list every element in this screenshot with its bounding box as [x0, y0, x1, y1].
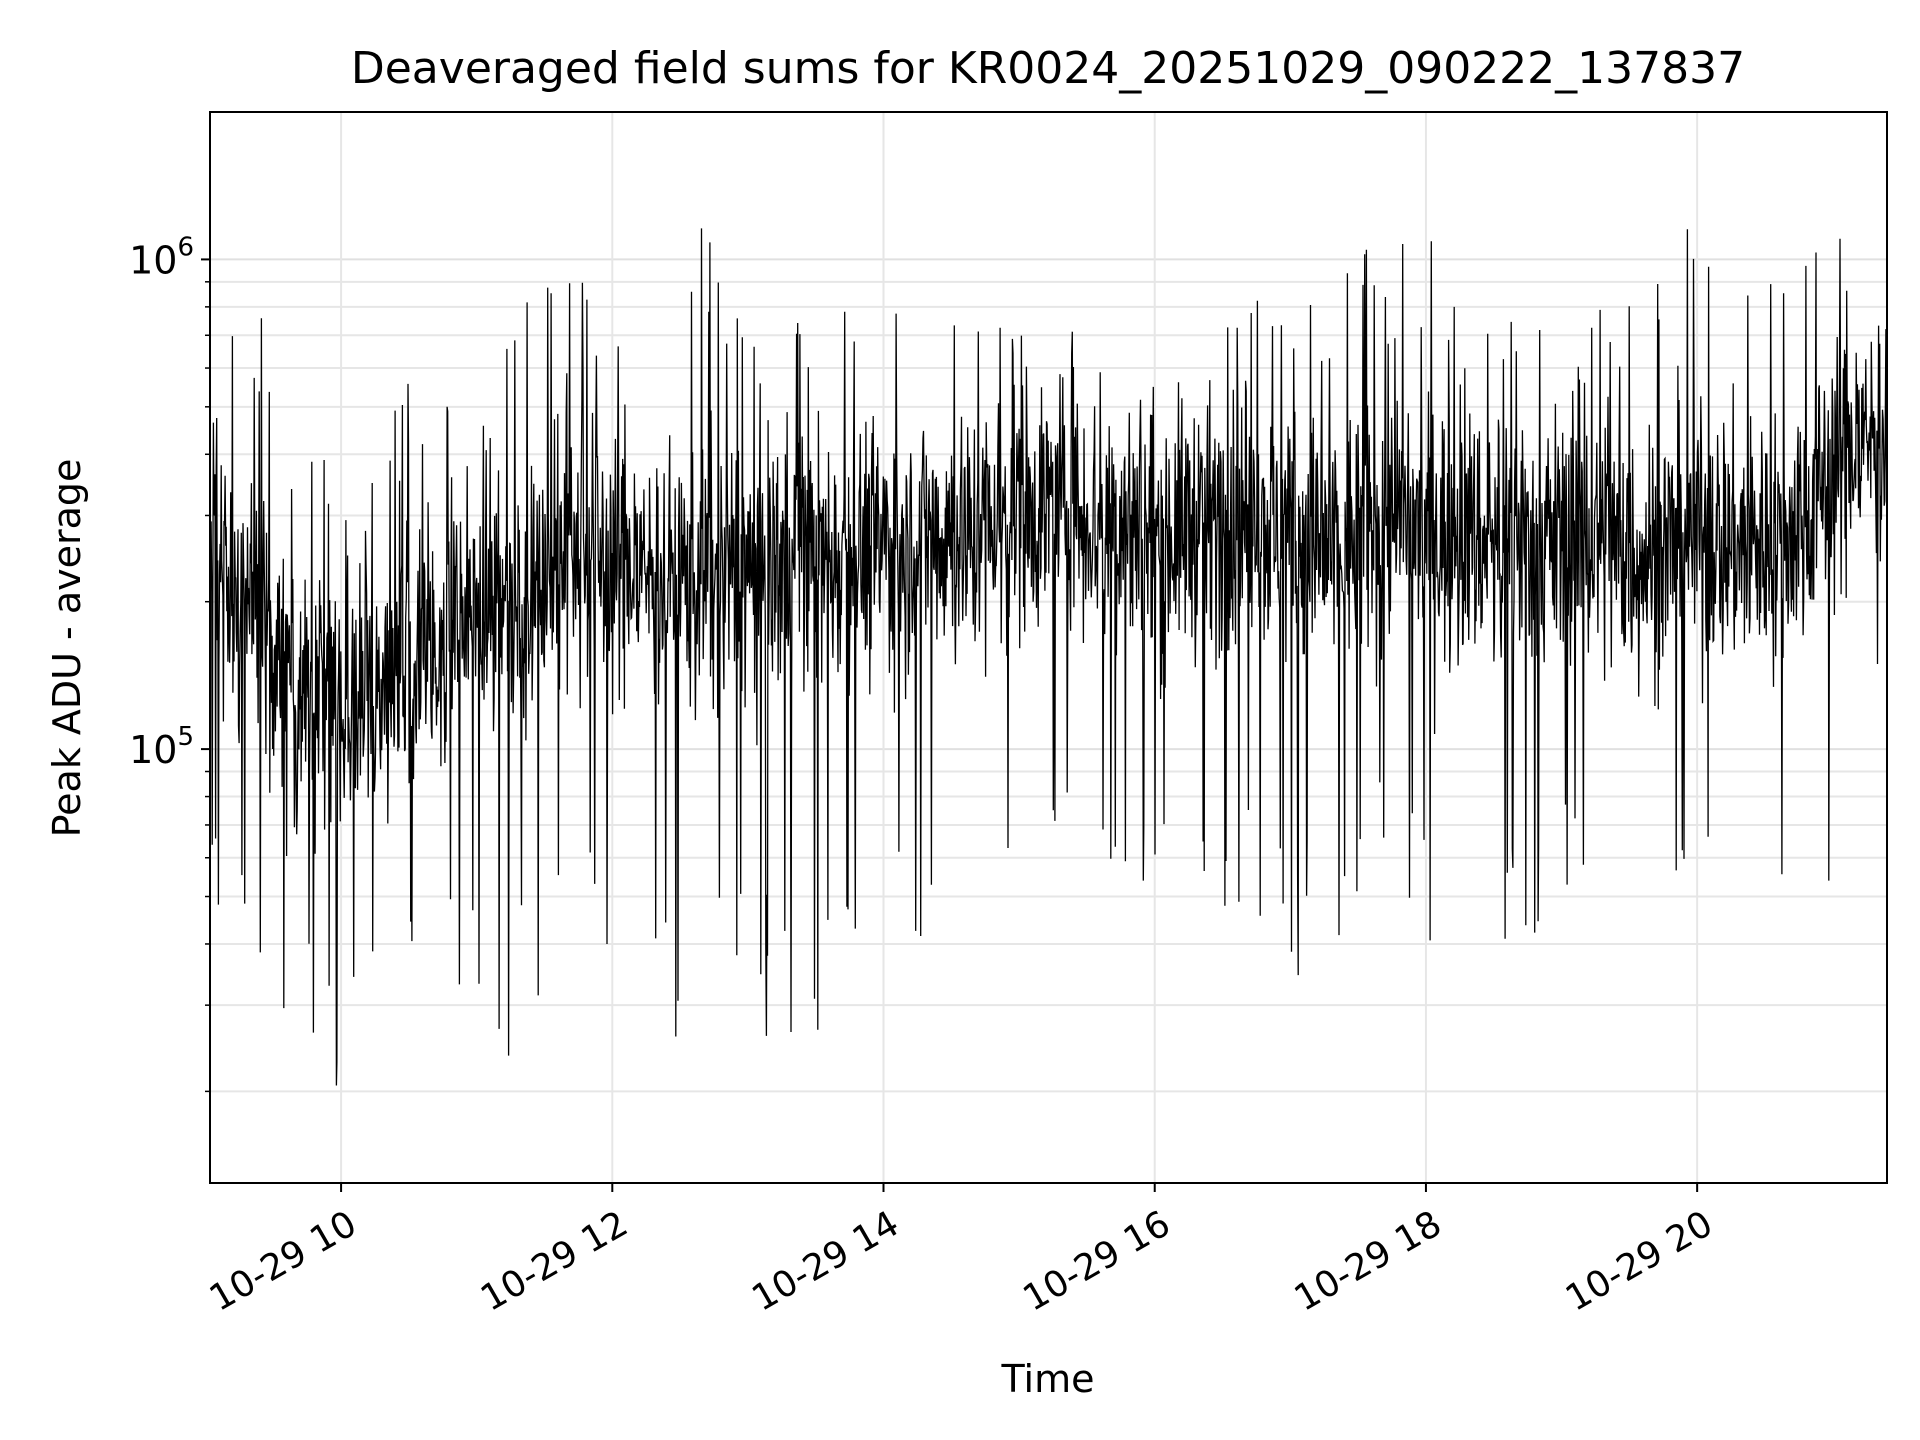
y-tick-mantissa: 10: [129, 728, 177, 772]
y-tick-exponent: 5: [177, 722, 194, 752]
y-axis-label: Peak ADU - average: [45, 459, 89, 838]
y-tick-label: 106: [129, 232, 194, 282]
y-tick-label: 105: [129, 722, 194, 772]
plot-frame: [209, 111, 1888, 1184]
y-tick-mantissa: 10: [129, 238, 177, 282]
x-axis-label: Time: [1001, 1357, 1095, 1401]
y-tick-exponent: 6: [177, 232, 194, 262]
data-series-line: [209, 228, 1888, 1086]
series-path: [209, 228, 1888, 1086]
chart-title: Deaveraged field sums for KR0024_2025102…: [351, 43, 1745, 94]
